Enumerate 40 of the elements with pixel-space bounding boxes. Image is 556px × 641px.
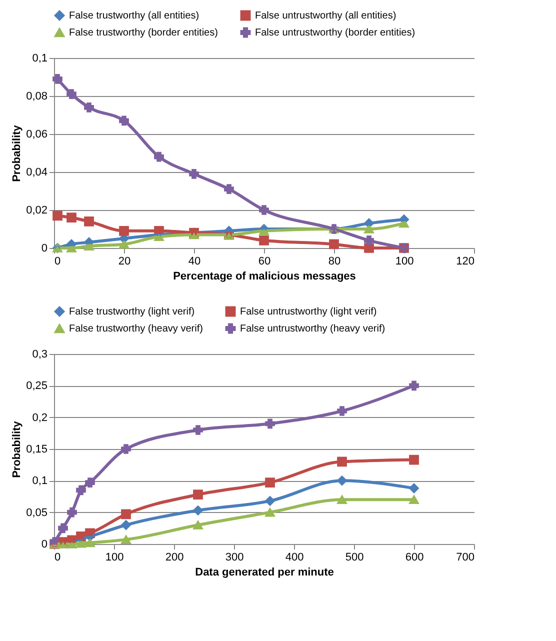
legend-label: False trustworthy (light verif) (69, 306, 195, 318)
x-tick-label: 20 (118, 256, 131, 268)
y-tick-label: 0,1 (32, 475, 48, 488)
y-tick-label: 0,25 (26, 380, 48, 392)
x-tick-label: 40 (188, 256, 201, 268)
y-tick-label: 0,1 (32, 52, 48, 64)
legend-label: False trustworthy (heavy verif) (69, 324, 203, 334)
x-tick-label: 100 (105, 552, 124, 564)
legend-label: False untrustworthy (heavy verif) (240, 324, 386, 334)
y-tick-label: 0,04 (26, 166, 48, 178)
x-tick-label: 700 (456, 552, 474, 564)
y-tick-label: 0 (41, 242, 48, 254)
legend-label: False untrustworthy (all entities) (255, 10, 396, 22)
x-tick-label: 120 (456, 256, 474, 268)
x-axis-title: Data generated per minute (195, 566, 334, 578)
x-tick-label: 400 (285, 552, 304, 564)
x-tick-label: 60 (258, 256, 271, 268)
legend-label: False untrustworthy (border entities) (255, 28, 416, 38)
y-tick-label: 0 (41, 538, 48, 550)
y-tick-label: 0,02 (26, 204, 48, 216)
legend-label: False trustworthy (all entities) (69, 10, 200, 22)
x-tick-label: 500 (345, 552, 364, 564)
y-tick-label: 0,15 (26, 444, 48, 456)
y-tick-label: 0,05 (26, 506, 48, 519)
y-tick-label: 0,08 (26, 90, 48, 102)
x-tick-label: 600 (405, 552, 424, 564)
x-tick-label: 80 (328, 256, 341, 268)
x-axis-title: Percentage of malicious messages (173, 270, 356, 282)
y-tick-label: 0,3 (32, 348, 48, 360)
x-tick-label: 0 (54, 256, 61, 268)
x-tick-label: 300 (225, 552, 244, 564)
y-tick-label: 0,2 (32, 412, 48, 424)
y-axis-title: Probability (11, 420, 24, 478)
x-tick-label: 0 (54, 552, 61, 564)
legend-label: False trustworthy (border entities) (69, 28, 218, 38)
x-tick-label: 100 (395, 256, 414, 268)
y-tick-label: 0,06 (26, 128, 48, 140)
y-axis-title: Probability (11, 124, 24, 182)
x-tick-label: 200 (165, 552, 184, 564)
legend-label: False untrustworthy (light verif) (240, 306, 377, 318)
